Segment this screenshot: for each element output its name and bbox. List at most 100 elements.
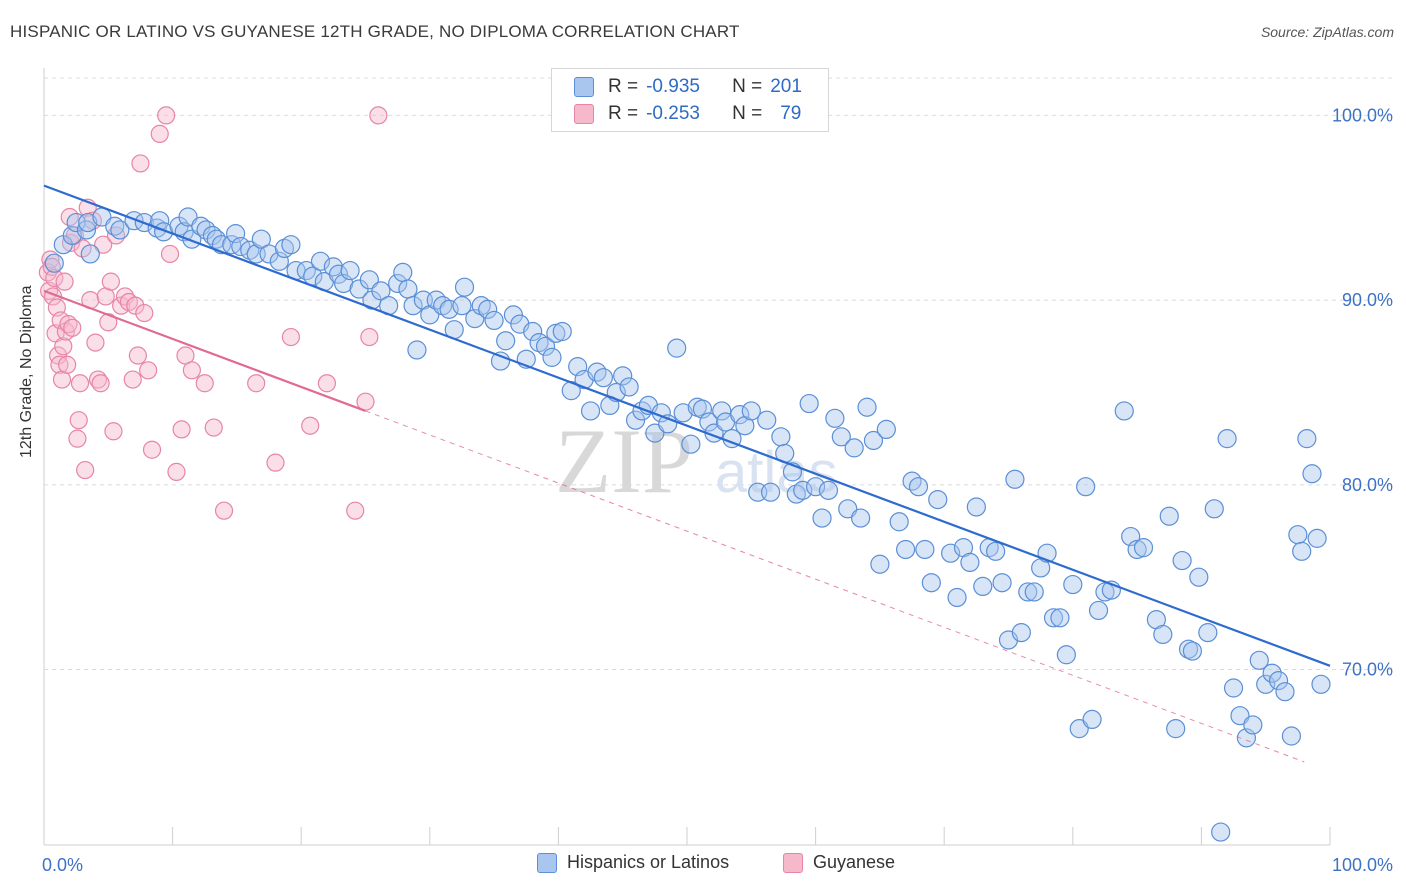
r-value: -0.253 (646, 103, 700, 124)
data-point-guyanese (182, 361, 201, 380)
data-point-hispanic (619, 377, 639, 397)
data-point-hispanic (1256, 674, 1276, 694)
data-point-guyanese (41, 250, 60, 269)
y-tick-label: 100.0% (1332, 105, 1393, 125)
data-point-hispanic (484, 310, 504, 331)
data-point-hispanic (80, 244, 100, 264)
data-point-hispanic (793, 480, 813, 500)
data-point-guyanese (54, 337, 73, 356)
legend-row-hispanic: R = -0.935 N = 201 (574, 75, 802, 99)
data-point-guyanese (142, 440, 162, 459)
data-point-hispanic (870, 554, 890, 574)
data-point-guyanese (204, 418, 223, 437)
data-point-hispanic (359, 270, 379, 290)
data-point-hispanic (831, 427, 851, 447)
data-point-guyanese (68, 429, 87, 448)
data-point-hispanic (863, 430, 884, 451)
data-point-hispanic (1082, 709, 1102, 730)
data-point-guyanese (91, 374, 110, 393)
data-point-hispanic (76, 220, 97, 240)
data-point-hispanic (1069, 719, 1089, 739)
data-point-guyanese (266, 453, 285, 472)
data-point-hispanic (523, 321, 543, 342)
data-point-hispanic (613, 366, 633, 386)
data-point-hispanic (535, 336, 556, 356)
data-point-hispanic (393, 262, 413, 283)
data-point-hispanic (1292, 541, 1312, 561)
legend-swatch-pink (574, 104, 594, 124)
data-point-hispanic (966, 497, 986, 517)
data-point-hispanic (1114, 401, 1134, 421)
data-point-hispanic (403, 296, 423, 316)
data-point-guyanese (55, 272, 74, 291)
data-point-hispanic (1249, 650, 1269, 670)
data-point-hispanic (699, 412, 719, 432)
source-label: Source: ZipAtlas.com (1260, 24, 1394, 40)
watermark-zip: ZIP (555, 410, 693, 512)
data-point-guyanese (139, 361, 158, 380)
correlation-legend: R = -0.935 N = 201 R = -0.253 N = 79 (551, 68, 829, 132)
data-point-hispanic (1043, 608, 1064, 628)
data-point-guyanese (247, 374, 266, 393)
data-point-hispanic (986, 541, 1006, 561)
data-point-hispanic (1281, 726, 1302, 746)
data-point-hispanic (838, 499, 858, 519)
data-point-hispanic (712, 401, 732, 421)
data-point-hispanic (1182, 641, 1202, 661)
x-tick-label: 0.0% (42, 855, 83, 875)
legend-swatch-blue (537, 852, 557, 873)
axes (43, 68, 1331, 846)
data-point-hispanic (799, 393, 819, 414)
data-point-hispanic (1288, 525, 1308, 545)
data-point-hispanic (78, 212, 98, 233)
trendline-guyanese (43, 289, 366, 412)
data-point-hispanic (593, 368, 614, 388)
data-point-hispanic (1088, 600, 1109, 621)
guyanese-points (38, 106, 388, 520)
trendline-guyanese-extension (365, 410, 1305, 763)
data-point-hispanic (552, 321, 572, 342)
data-point-hispanic (1005, 469, 1025, 489)
data-point-hispanic (251, 229, 271, 249)
data-point-hispanic (741, 401, 761, 421)
legend-label-guyanese: Guyanese (813, 852, 896, 872)
y-tick-label: 80.0% (1342, 475, 1393, 495)
data-point-guyanese (101, 272, 120, 291)
data-point-hispanic (876, 419, 896, 440)
n-value: 79 (780, 103, 802, 124)
data-point-hispanic (1050, 608, 1070, 628)
data-point-guyanese (131, 154, 150, 173)
y-axis-label: 12th Grade, No Diploma (18, 285, 35, 458)
data-point-guyanese (76, 460, 95, 480)
n-label: N = (732, 76, 763, 97)
data-point-hispanic (452, 296, 472, 316)
data-point-hispanic (439, 299, 459, 319)
data-point-hispanic (398, 279, 418, 299)
trendline-hispanic (43, 184, 1331, 667)
data-point-guyanese (86, 333, 105, 352)
data-point-hispanic (1311, 674, 1331, 694)
data-point-hispanic (1189, 567, 1209, 587)
data-point-guyanese (135, 303, 154, 323)
data-point-hispanic (908, 477, 929, 497)
data-point-hispanic (66, 212, 86, 233)
data-point-guyanese (94, 235, 113, 254)
y-tick-label: 90.0% (1342, 290, 1393, 310)
data-point-guyanese (157, 106, 176, 125)
data-point-guyanese (45, 268, 64, 288)
data-point-hispanic (340, 260, 360, 281)
data-point-guyanese (160, 244, 180, 264)
data-point-hispanic (1198, 622, 1218, 643)
data-point-hispanic (1127, 539, 1147, 560)
data-point-hispanic (281, 235, 301, 255)
data-point-hispanic (110, 220, 130, 240)
legend-item-hispanic: Hispanics or Latinos (537, 852, 729, 873)
data-point-hispanic (921, 573, 941, 593)
r-label: R = (608, 76, 639, 97)
data-point-hispanic (105, 216, 125, 236)
data-point-guyanese (104, 422, 123, 441)
data-point-hispanic (1243, 715, 1263, 735)
data-point-guyanese (50, 355, 69, 374)
data-point-hispanic (1172, 550, 1192, 571)
data-point-hispanic (407, 340, 427, 360)
